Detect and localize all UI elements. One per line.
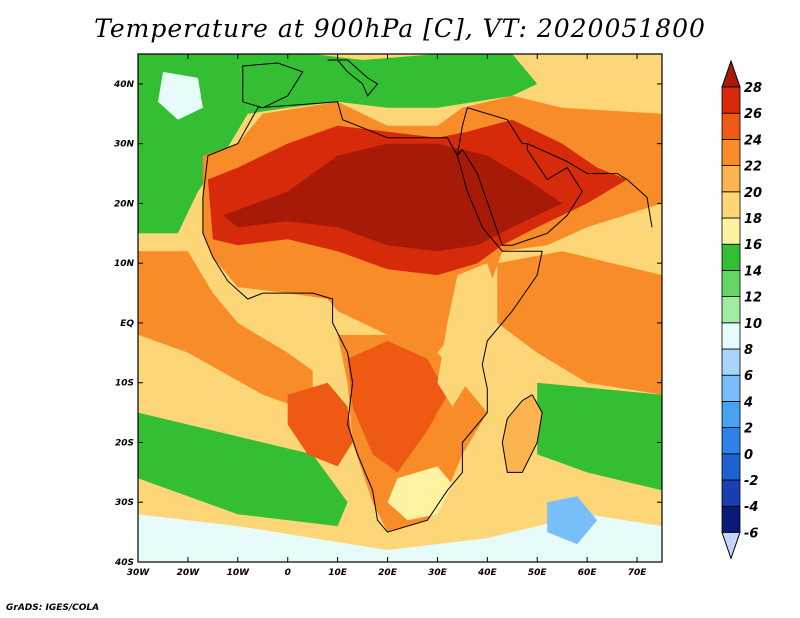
region-cold-spot-north-atlantic bbox=[158, 71, 203, 120]
region-angola-ocean-warm bbox=[287, 382, 353, 467]
region-ocean-cool-south-atlantic bbox=[138, 412, 348, 527]
colorbar-swatch bbox=[721, 400, 741, 428]
colorbar-swatch bbox=[721, 217, 741, 245]
colorbar-swatch bbox=[721, 269, 741, 297]
region-madagascar bbox=[502, 394, 543, 473]
persia-coast bbox=[527, 143, 653, 228]
x-tick-label: 0 bbox=[285, 568, 291, 578]
colorbar-label: 6 bbox=[744, 369, 753, 384]
region-ocean-mild-south-atlantic bbox=[138, 334, 338, 455]
madagascar-coast bbox=[501, 394, 543, 473]
colorbar-label: 10 bbox=[744, 317, 762, 332]
colorbar-swatch bbox=[721, 138, 741, 166]
region-east-african-highlands bbox=[437, 263, 498, 407]
colorbar-label: 20 bbox=[744, 186, 762, 201]
italy-coast bbox=[327, 59, 379, 97]
colorbar-label: 8 bbox=[744, 343, 753, 358]
y-tick-label: 20N bbox=[114, 199, 135, 209]
y-tick-label: 30S bbox=[115, 498, 134, 508]
colorbar-swatch bbox=[721, 243, 741, 271]
y-axis: 40N 30N 20N 10N EQ 10S 20S 30S 40S bbox=[113, 80, 662, 568]
arabia-coast bbox=[456, 107, 583, 246]
x-axis: 30W 20W 10W 0 10E 20E 30E 40E 50E 60E 70E bbox=[127, 54, 647, 578]
colorbar-label: -2 bbox=[744, 474, 758, 489]
colorbar-label: 2 bbox=[744, 422, 753, 437]
colorbar-label: 4 bbox=[743, 395, 753, 410]
x-tick-label: 60E bbox=[578, 568, 598, 578]
x-tick-label: 20W bbox=[177, 568, 201, 578]
y-tick-label: 10S bbox=[115, 379, 134, 389]
region-europe-mild bbox=[237, 54, 538, 114]
colorbar-label: 22 bbox=[744, 160, 762, 175]
colorbar-label: 14 bbox=[744, 264, 762, 279]
region-ocean-cool-indian bbox=[537, 382, 662, 491]
region-ocean-cold-south bbox=[138, 514, 662, 562]
region-ocean-warm-tropical-atlantic bbox=[138, 251, 313, 413]
colorbar-label: 18 bbox=[744, 212, 762, 227]
x-tick-label: 10E bbox=[328, 568, 348, 578]
colorbar-swatch bbox=[721, 453, 741, 481]
colorbar-label: 24 bbox=[744, 133, 762, 148]
colorbar-swatch bbox=[721, 479, 741, 507]
x-tick-label: 40E bbox=[477, 568, 498, 578]
colorbar-label: -4 bbox=[744, 500, 758, 515]
colorbar-swatch bbox=[721, 296, 741, 324]
x-tick-label: 70E bbox=[628, 568, 648, 578]
region-southern-africa-hot bbox=[347, 340, 448, 473]
colorbar-swatch bbox=[721, 348, 741, 376]
colorbar-label: 0 bbox=[744, 448, 753, 463]
region-cold-spot-south-indian bbox=[547, 496, 598, 545]
x-tick-label: 30W bbox=[127, 568, 151, 578]
iberia-coast bbox=[242, 62, 304, 109]
region-core-extreme-heat bbox=[222, 143, 563, 252]
colorbar-label: -6 bbox=[744, 526, 758, 541]
credit-text: GrADS: IGES/COLA bbox=[6, 603, 100, 613]
colorbar-label: 26 bbox=[744, 107, 762, 122]
y-tick-label: 20S bbox=[115, 438, 134, 448]
plot-area bbox=[137, 53, 663, 563]
colorbar-swatch bbox=[721, 112, 741, 140]
y-tick-label: 40S bbox=[114, 558, 134, 568]
colorbar-swatch bbox=[721, 191, 741, 219]
colorbar-label: 28 bbox=[744, 81, 762, 96]
colorbar-label: 16 bbox=[744, 238, 762, 253]
coastlines bbox=[202, 59, 653, 533]
colorbar-swatch bbox=[721, 165, 741, 193]
colorbar-top-arrow bbox=[721, 59, 741, 88]
africa-coast bbox=[202, 101, 543, 533]
chart-title: Temperature at 900hPa [C], VT: 202005180… bbox=[94, 14, 706, 43]
colorbar-bottom-arrow bbox=[721, 531, 741, 560]
y-tick-label: 30N bbox=[114, 140, 135, 150]
y-tick-label: EQ bbox=[120, 319, 134, 329]
y-tick-label: 40N bbox=[113, 80, 135, 90]
x-tick-label: 20E bbox=[378, 568, 398, 578]
colorbar-swatch bbox=[721, 322, 741, 350]
colorbar-swatch bbox=[721, 427, 741, 455]
x-tick-label: 50E bbox=[528, 568, 548, 578]
colorbar-swatch bbox=[721, 505, 741, 533]
x-tick-label: 30E bbox=[428, 568, 448, 578]
colorbar-swatch bbox=[721, 374, 741, 402]
temperature-field bbox=[138, 54, 662, 562]
plot-frame bbox=[137, 53, 663, 563]
y-tick-label: 10N bbox=[114, 259, 135, 269]
x-tick-label: 10W bbox=[227, 568, 251, 578]
colorbar-label: 12 bbox=[744, 291, 762, 306]
colorbar-swatch bbox=[721, 86, 741, 114]
region-ocean-warm-indian bbox=[497, 251, 662, 395]
